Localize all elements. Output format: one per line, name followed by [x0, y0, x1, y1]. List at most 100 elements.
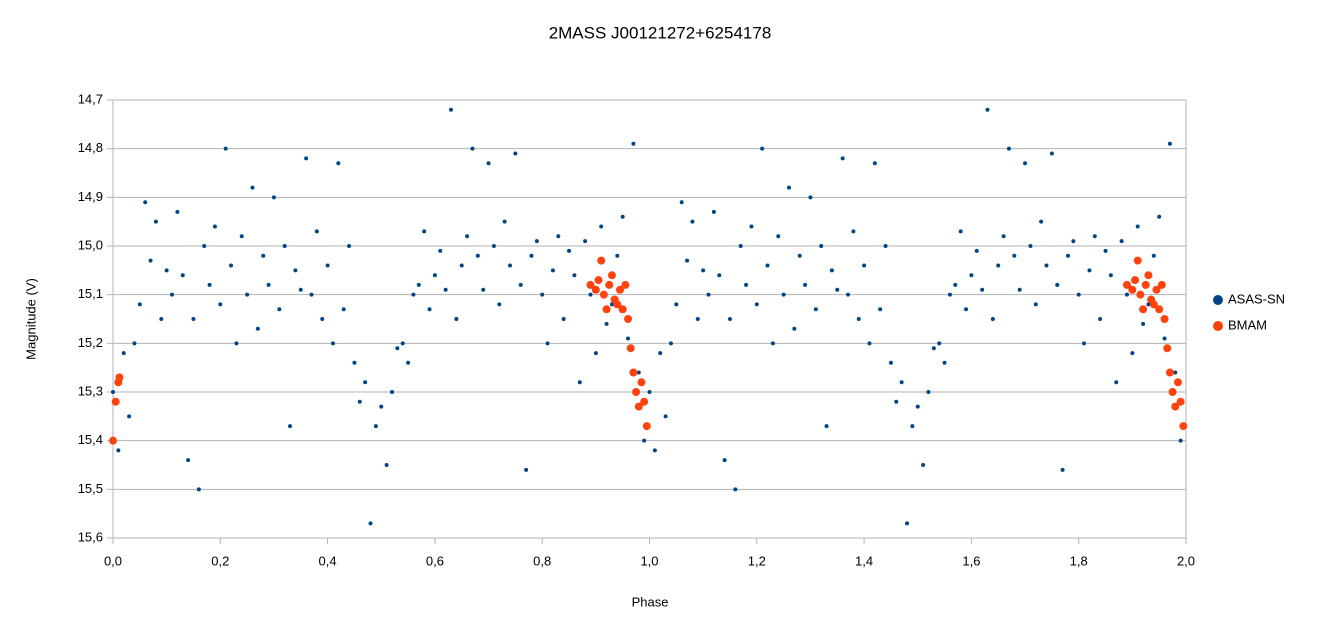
x-tick-label: 0,0: [104, 553, 122, 568]
point: [738, 244, 743, 248]
point: [1133, 256, 1142, 265]
point: [605, 280, 614, 289]
point: [640, 397, 649, 406]
point: [137, 302, 142, 307]
point: [234, 341, 239, 346]
point: [508, 263, 513, 268]
point: [229, 263, 234, 268]
point: [363, 380, 368, 385]
point: [309, 292, 314, 297]
point: [502, 219, 507, 224]
point: [583, 239, 588, 244]
point: [1124, 292, 1129, 297]
point: [336, 161, 341, 166]
point: [577, 380, 582, 385]
x-tick-label: 0,8: [533, 553, 551, 568]
point: [148, 258, 153, 263]
point: [629, 368, 638, 377]
point: [1179, 422, 1188, 431]
point: [926, 390, 931, 394]
point: [572, 273, 577, 278]
point: [116, 448, 121, 453]
point: [958, 229, 963, 234]
x-tick-label: 0,4: [319, 553, 337, 568]
point: [1141, 280, 1150, 289]
x-tick-label: 1,4: [855, 553, 873, 568]
point: [685, 258, 690, 263]
point: [202, 244, 207, 248]
point: [175, 209, 180, 214]
point: [604, 321, 609, 326]
point: [1119, 239, 1124, 244]
point: [422, 229, 427, 234]
point: [631, 141, 636, 146]
point: [443, 287, 448, 292]
point: [819, 244, 824, 248]
point: [218, 302, 223, 307]
point: [325, 263, 330, 268]
point: [594, 276, 603, 285]
point: [733, 487, 738, 492]
point: [620, 214, 625, 219]
point: [626, 344, 635, 353]
point: [964, 307, 969, 312]
point: [632, 388, 641, 396]
point: [668, 341, 673, 346]
point: [180, 273, 185, 278]
point: [599, 224, 604, 229]
point: [878, 307, 883, 312]
point: [658, 351, 663, 356]
point: [1049, 151, 1054, 156]
point: [835, 287, 840, 292]
point: [223, 146, 228, 151]
point: [1065, 253, 1070, 258]
point: [1087, 268, 1092, 273]
point: [754, 302, 759, 307]
point: [1167, 141, 1172, 146]
y-tick-label: 14,8: [78, 140, 103, 155]
point: [438, 248, 443, 253]
point: [1151, 253, 1156, 258]
point: [1039, 219, 1044, 224]
point: [314, 229, 319, 234]
point: [921, 463, 926, 467]
point: [867, 341, 872, 346]
point: [770, 341, 775, 346]
point: [159, 317, 164, 321]
point: [1165, 368, 1174, 377]
point: [1157, 214, 1162, 219]
point: [1168, 388, 1177, 396]
point: [1139, 305, 1148, 314]
x-tick-label: 1,0: [640, 553, 658, 568]
point: [621, 280, 630, 289]
point: [1128, 285, 1137, 294]
point: [406, 360, 411, 365]
y-tick-label: 15,5: [78, 481, 103, 496]
point: [701, 268, 706, 273]
point: [813, 307, 818, 312]
point: [969, 273, 974, 278]
point: [212, 224, 217, 229]
point: [615, 285, 624, 294]
point: [1162, 336, 1167, 341]
y-tick-label: 14,7: [78, 91, 103, 106]
point: [803, 282, 808, 287]
point: [1173, 378, 1182, 387]
point: [1155, 305, 1164, 314]
point: [862, 263, 867, 268]
point: [1171, 402, 1180, 411]
point: [491, 244, 496, 248]
point: [524, 467, 529, 472]
point: [379, 404, 384, 409]
point: [416, 282, 421, 287]
point: [432, 273, 437, 278]
point: [304, 156, 309, 161]
point: [996, 263, 1001, 268]
point: [196, 487, 201, 492]
point: [1023, 161, 1028, 166]
point: [1135, 224, 1140, 229]
point: [760, 146, 765, 151]
point: [1076, 292, 1081, 297]
x-tick-label: 1,2: [748, 553, 766, 568]
